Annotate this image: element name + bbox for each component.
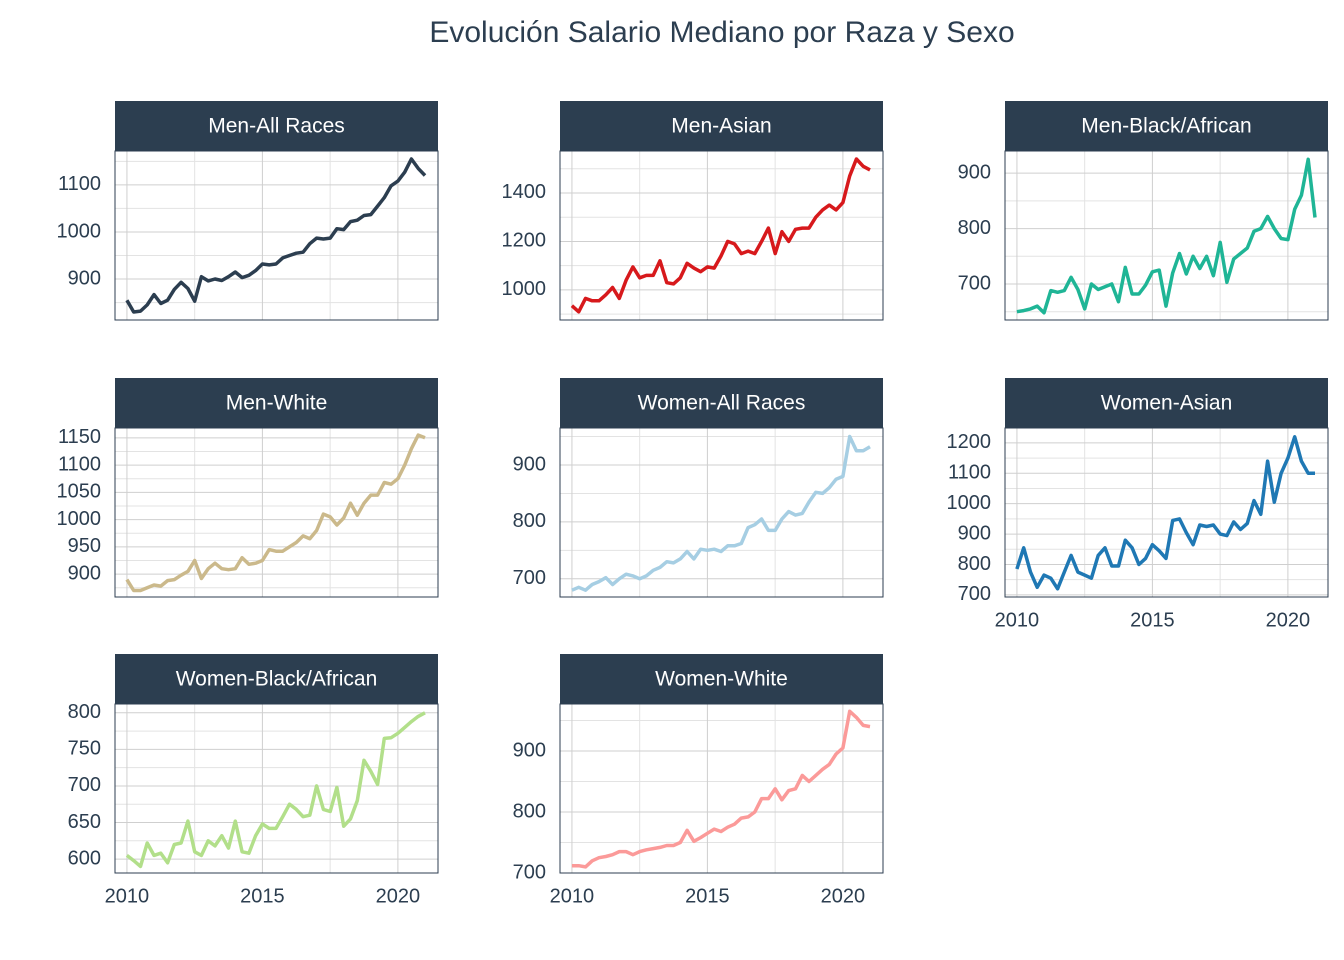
x-tick-label: 2020 — [821, 885, 866, 907]
strip — [115, 378, 438, 428]
y-tick-label: 900 — [68, 562, 101, 584]
panel-border — [559, 703, 884, 874]
y-tick-label: 800 — [68, 701, 101, 723]
y-tick-label: 900 — [513, 739, 546, 761]
y-tick-label: 1100 — [58, 453, 101, 475]
panel-border — [114, 150, 439, 321]
y-tick-label: 700 — [958, 272, 991, 294]
series-line — [125, 711, 426, 869]
y-tick-label: 900 — [513, 453, 546, 475]
panel-title: Men-Asian — [671, 115, 771, 138]
y-tick-label: 1050 — [57, 481, 102, 503]
strip — [115, 101, 438, 151]
x-tick-label: 2015 — [240, 885, 285, 907]
panel-title: Women-Black/African — [176, 668, 378, 691]
series-line — [571, 709, 871, 869]
y-tick-label: 1000 — [57, 508, 102, 530]
y-tick-label: 1000 — [57, 220, 102, 242]
y-tick-label: 1200 — [502, 230, 547, 252]
y-tick-label: 1100 — [58, 173, 101, 195]
y-tick-label: 900 — [68, 267, 101, 289]
y-tick-label: 800 — [958, 217, 991, 239]
panel-title: Women-White — [655, 668, 788, 691]
x-tick-label: 2010 — [105, 885, 150, 907]
figure-title: Evolución Salario Mediano por Raza y Sex… — [429, 16, 1014, 49]
y-tick-label: 650 — [68, 811, 101, 833]
y-tick-label: 900 — [958, 522, 991, 544]
y-tick-label: 800 — [513, 800, 546, 822]
y-tick-label: 1200 — [947, 431, 992, 453]
y-tick-label: 800 — [513, 510, 546, 532]
y-tick-label: 700 — [68, 774, 101, 796]
panel-border — [559, 427, 884, 598]
strip — [560, 378, 883, 428]
y-tick-label: 750 — [68, 738, 101, 760]
series-line — [570, 157, 871, 314]
x-tick-label: 2020 — [376, 885, 421, 907]
strip — [1005, 378, 1328, 428]
panel-border — [1004, 427, 1329, 598]
x-tick-label: 2010 — [550, 885, 595, 907]
panel-border — [114, 703, 439, 874]
x-tick-label: 2020 — [1266, 609, 1311, 631]
panel-border — [1004, 150, 1329, 321]
y-tick-label: 1100 — [948, 462, 991, 484]
series-line — [1016, 157, 1317, 315]
series-line — [571, 434, 871, 592]
strip — [560, 101, 883, 151]
y-tick-label: 600 — [68, 847, 101, 869]
strip — [560, 654, 883, 704]
panel-title: Women-Asian — [1101, 392, 1233, 415]
y-tick-label: 1400 — [502, 181, 547, 203]
y-tick-label: 700 — [958, 583, 991, 605]
y-tick-label: 950 — [68, 535, 101, 557]
x-tick-label: 2015 — [685, 885, 730, 907]
y-tick-label: 800 — [958, 553, 991, 575]
panel-title: Women-All Races — [638, 392, 806, 415]
strip — [115, 654, 438, 704]
y-tick-label: 1000 — [502, 278, 547, 300]
panel-title: Men-White — [226, 392, 328, 415]
series-line — [1015, 435, 1315, 591]
y-tick-label: 700 — [513, 567, 546, 589]
series-line — [125, 157, 427, 314]
y-tick-label: 1150 — [58, 426, 101, 448]
panel-border — [559, 150, 884, 321]
panel-title: Men-Black/African — [1081, 115, 1251, 138]
panel-title: Men-All Races — [208, 115, 345, 138]
panel-border — [114, 427, 439, 598]
strip — [1005, 101, 1328, 151]
series-line — [125, 433, 426, 593]
y-tick-label: 1000 — [947, 492, 992, 514]
y-tick-label: 900 — [958, 161, 991, 183]
y-tick-label: 700 — [513, 861, 546, 883]
x-tick-label: 2010 — [995, 609, 1040, 631]
x-tick-label: 2015 — [1130, 609, 1175, 631]
